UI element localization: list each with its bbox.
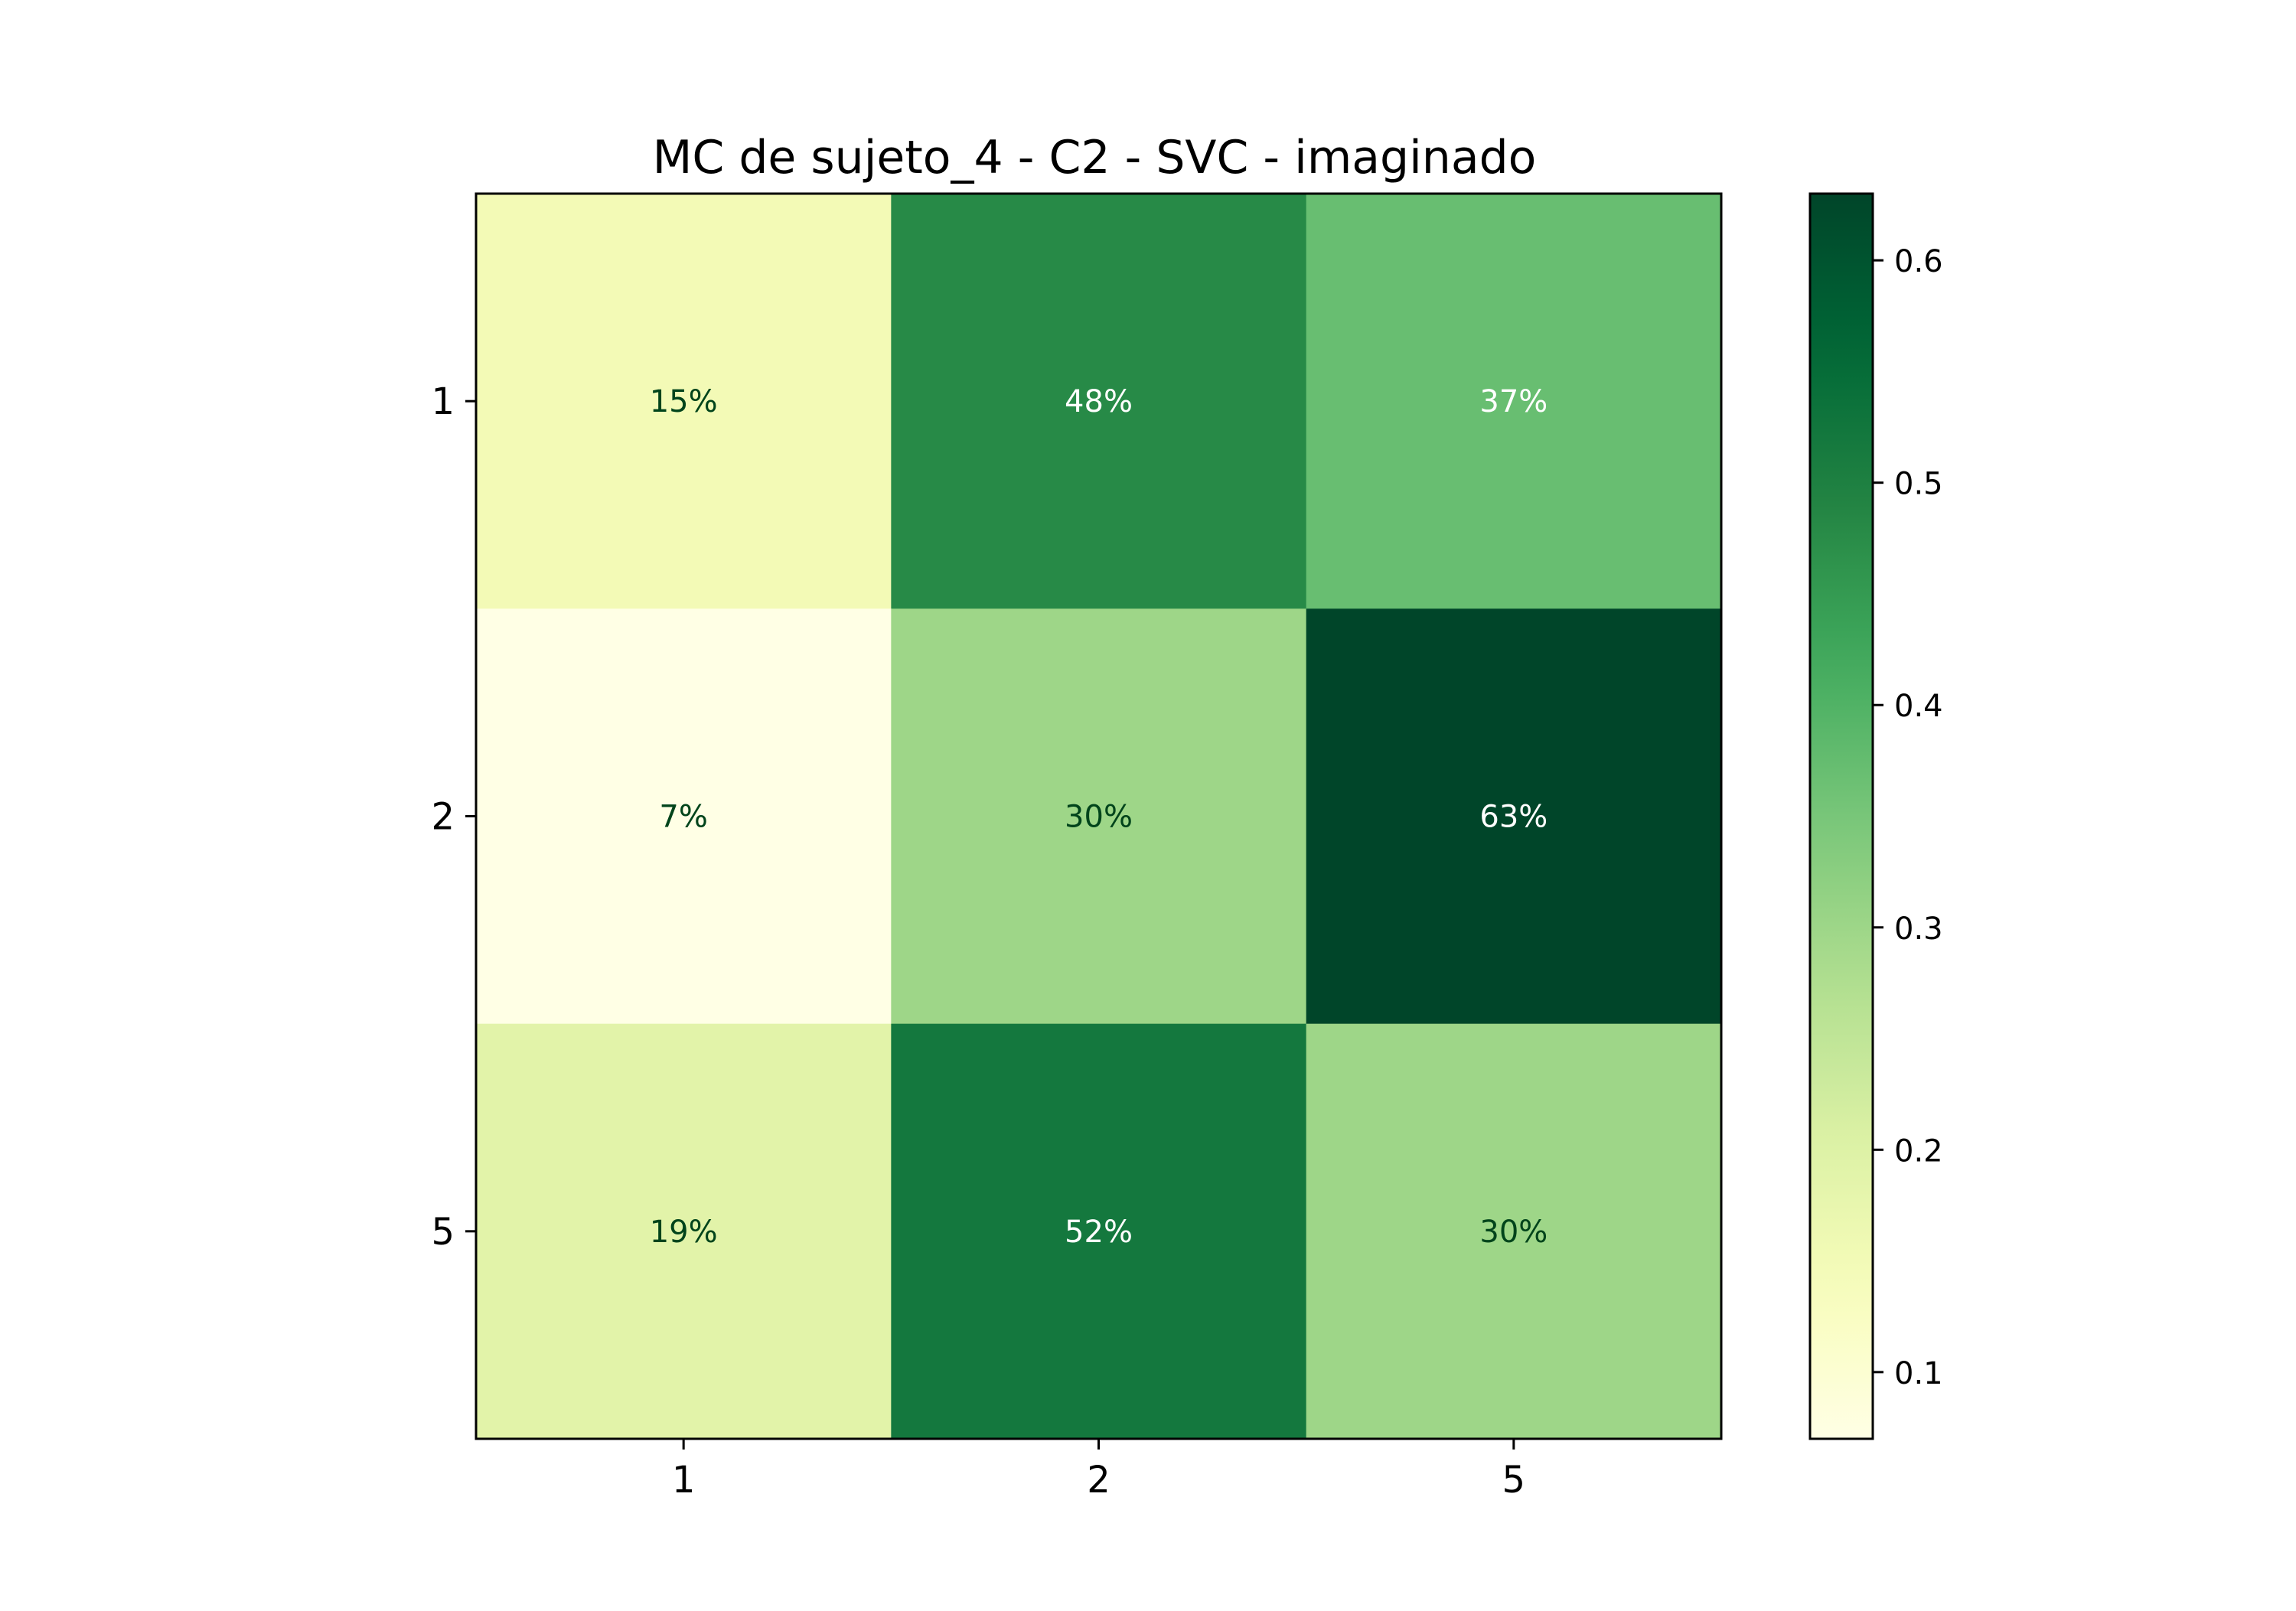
cell-label-r2-c3: 63% (1479, 800, 1548, 835)
cell-label-r1-c2: 48% (1065, 384, 1133, 419)
heatmap-cell-r1-c1 (476, 194, 892, 609)
cell-label-r3-c3: 30% (1479, 1215, 1548, 1250)
colorbar-tick-label: 0.4 (1894, 689, 1943, 724)
colorbar-tick-label: 0.3 (1894, 911, 1943, 947)
x-tick-label: 5 (1502, 1459, 1526, 1502)
x-tick-label: 2 (1087, 1459, 1110, 1502)
colorbar-tick-label: 0.5 (1894, 467, 1943, 502)
y-tick-label: 1 (431, 380, 455, 423)
colorbar-tick-label: 0.1 (1894, 1356, 1943, 1391)
cell-label-r2-c1: 7% (659, 800, 707, 835)
cell-label-r1-c3: 37% (1479, 384, 1548, 419)
colorbar-tick-label: 0.2 (1894, 1133, 1943, 1169)
heatmap-cell-r3-c1 (476, 1023, 892, 1440)
cell-label-r3-c2: 52% (1065, 1215, 1133, 1250)
x-axis: 1 2 5 (672, 1439, 1525, 1502)
colorbar-tick-label: 0.6 (1894, 244, 1943, 279)
y-tick-label: 5 (431, 1211, 455, 1254)
cell-label-r3-c1: 19% (650, 1215, 718, 1250)
colorbar: 0.1 0.2 0.3 0.4 0.5 0.6 (1808, 192, 1943, 1440)
heatmap-cell-r2-c2 (891, 608, 1307, 1025)
cell-label-r2-c2: 30% (1065, 800, 1133, 835)
heatmap-cell-r2-c1 (476, 608, 892, 1025)
x-tick-label: 1 (672, 1459, 696, 1502)
cell-label-r1-c1: 15% (650, 384, 718, 419)
cell-labels: 15% 48% 37% 7% 30% 63% 19% 52% 30% (650, 384, 1548, 1250)
heatmap-cell-r3-c3 (1306, 1023, 1722, 1440)
heatmap-cell-r3-c2 (891, 1023, 1307, 1440)
chart-title: MC de sujeto_4 - C2 - SVC - imaginado (653, 131, 1537, 184)
y-tick-label: 2 (431, 796, 455, 839)
y-axis: 1 2 5 (431, 380, 476, 1254)
heatmap-cell-r1-c3 (1306, 194, 1722, 609)
colorbar-gradient (1808, 192, 1874, 1440)
heatmap-cell-r2-c3 (1306, 608, 1722, 1025)
heatmap-cell-r1-c2 (891, 194, 1307, 609)
heatmap-cells (476, 194, 1722, 1440)
